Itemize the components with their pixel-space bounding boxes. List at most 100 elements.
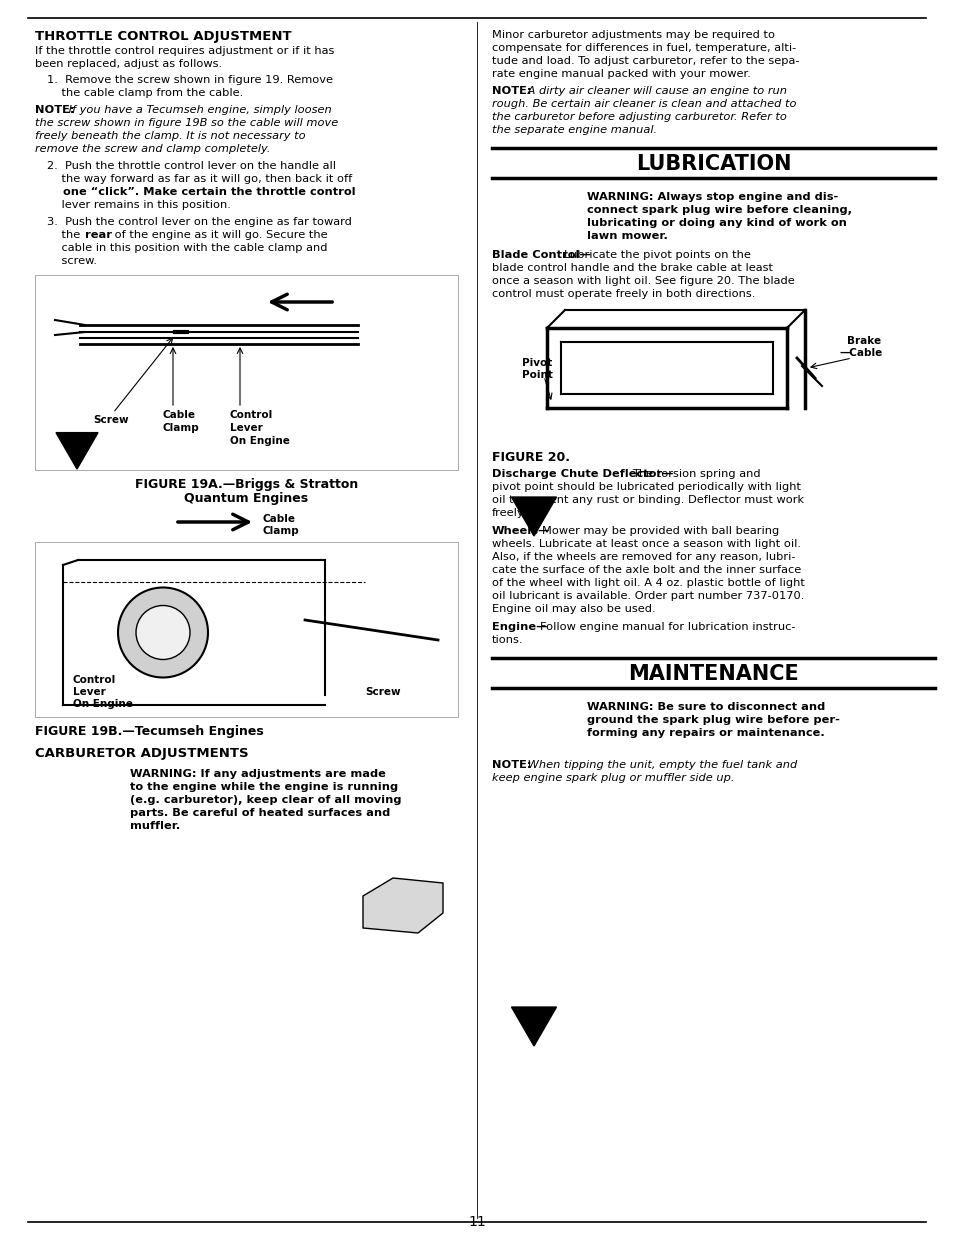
Text: On Engine: On Engine [230, 436, 290, 446]
Text: tude and load. To adjust carburetor, refer to the sepa-: tude and load. To adjust carburetor, ref… [492, 56, 799, 66]
Text: If the throttle control requires adjustment or if it has: If the throttle control requires adjustm… [35, 46, 334, 56]
Text: When tipping the unit, empty the fuel tank and: When tipping the unit, empty the fuel ta… [523, 760, 797, 770]
Text: the: the [47, 230, 84, 240]
Text: once a season with light oil. See figure 20. The blade: once a season with light oil. See figure… [492, 276, 794, 286]
Text: Follow engine manual for lubrication instruc-: Follow engine manual for lubrication ins… [539, 621, 795, 633]
Text: —Cable: —Cable [840, 348, 882, 358]
Text: freely beneath the clamp. It is not necessary to: freely beneath the clamp. It is not nece… [35, 131, 305, 141]
Text: cable in this position with the cable clamp and: cable in this position with the cable cl… [47, 243, 327, 253]
Circle shape [118, 588, 208, 677]
Text: tions.: tions. [492, 635, 523, 645]
Text: NOTE:: NOTE: [35, 105, 74, 115]
Text: the cable clamp from the cable.: the cable clamp from the cable. [47, 88, 243, 98]
Text: Clamp: Clamp [163, 423, 199, 433]
Text: of the wheel with light oil. A 4 oz. plastic bottle of light: of the wheel with light oil. A 4 oz. pla… [492, 578, 804, 588]
FancyBboxPatch shape [35, 275, 457, 470]
Text: Also, if the wheels are removed for any reason, lubri-: Also, if the wheels are removed for any … [492, 552, 795, 562]
Text: to the engine while the engine is running: to the engine while the engine is runnin… [130, 782, 397, 792]
Text: Cable: Cable [263, 514, 295, 524]
Text: The torsion spring and: The torsion spring and [631, 469, 760, 479]
Text: rough. Be certain air cleaner is clean and attached to: rough. Be certain air cleaner is clean a… [492, 99, 796, 109]
Text: lubricating or doing any kind of work on: lubricating or doing any kind of work on [586, 218, 846, 228]
Text: MAINTENANCE: MAINTENANCE [627, 664, 798, 685]
Text: Control: Control [230, 410, 273, 420]
Text: CARBURETOR ADJUSTMENTS: CARBURETOR ADJUSTMENTS [35, 747, 249, 760]
Text: !: ! [529, 196, 537, 215]
Text: Screw: Screw [365, 687, 400, 697]
Text: lawn mower.: lawn mower. [586, 232, 667, 241]
Text: rate engine manual packed with your mower.: rate engine manual packed with your mowe… [492, 69, 750, 79]
Text: Lubricate the pivot points on the: Lubricate the pivot points on the [563, 250, 750, 260]
Polygon shape [511, 496, 556, 536]
Text: Minor carburetor adjustments may be required to: Minor carburetor adjustments may be requ… [492, 30, 774, 40]
Circle shape [136, 605, 190, 660]
Text: WARNING: Always stop engine and dis-: WARNING: Always stop engine and dis- [586, 192, 838, 202]
Text: WARNING: If any adjustments are made: WARNING: If any adjustments are made [130, 769, 385, 779]
Text: cate the surface of the axle bolt and the inner surface: cate the surface of the axle bolt and th… [492, 565, 801, 574]
Text: Brake: Brake [846, 335, 881, 345]
Text: parts. Be careful of heated surfaces and: parts. Be careful of heated surfaces and [130, 808, 390, 818]
Text: Engine—: Engine— [492, 621, 547, 633]
Text: forming any repairs or maintenance.: forming any repairs or maintenance. [586, 728, 824, 738]
Text: Cable: Cable [163, 410, 195, 420]
Text: ground the spark plug wire before per-: ground the spark plug wire before per- [586, 716, 839, 725]
Text: muffler.: muffler. [130, 821, 180, 831]
Text: 11: 11 [468, 1214, 485, 1229]
Text: Screw: Screw [92, 415, 129, 425]
Text: FIGURE 20.: FIGURE 20. [492, 451, 569, 464]
Text: the separate engine manual.: the separate engine manual. [492, 125, 657, 135]
Text: rear: rear [85, 230, 112, 240]
Text: 2.  Push the throttle control lever on the handle all: 2. Push the throttle control lever on th… [47, 161, 335, 171]
FancyBboxPatch shape [35, 542, 457, 717]
Text: Discharge Chute Deflector—: Discharge Chute Deflector— [492, 469, 673, 479]
Text: the carburetor before adjusting carburetor. Refer to: the carburetor before adjusting carburet… [492, 111, 786, 123]
Text: the screw shown in figure 19B so the cable will move: the screw shown in figure 19B so the cab… [35, 118, 338, 128]
Text: one “click”. Make certain the throttle control: one “click”. Make certain the throttle c… [47, 187, 355, 197]
Text: Clamp: Clamp [263, 526, 299, 536]
Text: of the engine as it will go. Secure the: of the engine as it will go. Secure the [111, 230, 327, 240]
Text: Point: Point [521, 370, 553, 380]
Text: remove the screw and clamp completely.: remove the screw and clamp completely. [35, 144, 271, 154]
Polygon shape [56, 432, 98, 469]
Text: FIGURE 19B.—Tecumseh Engines: FIGURE 19B.—Tecumseh Engines [35, 725, 263, 738]
Text: lever remains in this position.: lever remains in this position. [47, 201, 231, 210]
Text: THROTTLE CONTROL ADJUSTMENT: THROTTLE CONTROL ADJUSTMENT [35, 30, 292, 43]
Text: freely.: freely. [492, 508, 526, 517]
Text: 3.  Push the control lever on the engine as far toward: 3. Push the control lever on the engine … [47, 217, 352, 227]
Text: Blade Control—: Blade Control— [492, 250, 590, 260]
Text: oil to prevent any rust or binding. Deflector must work: oil to prevent any rust or binding. Defl… [492, 495, 803, 505]
Text: compensate for differences in fuel, temperature, alti-: compensate for differences in fuel, temp… [492, 43, 796, 53]
Text: connect spark plug wire before cleaning,: connect spark plug wire before cleaning, [586, 206, 851, 215]
Text: Mower may be provided with ball bearing: Mower may be provided with ball bearing [541, 526, 779, 536]
Text: WARNING: Be sure to disconnect and: WARNING: Be sure to disconnect and [586, 702, 824, 712]
Polygon shape [363, 878, 442, 933]
Text: If you have a Tecumseh engine, simply loosen: If you have a Tecumseh engine, simply lo… [65, 105, 332, 115]
Text: Quantum Engines: Quantum Engines [184, 491, 308, 505]
Text: been replaced, adjust as follows.: been replaced, adjust as follows. [35, 59, 222, 69]
Text: the way forward as far as it will go, then back it off: the way forward as far as it will go, th… [47, 175, 352, 184]
Text: LUBRICATION: LUBRICATION [635, 154, 790, 175]
Text: Engine oil may also be used.: Engine oil may also be used. [492, 604, 655, 614]
Text: !: ! [72, 773, 81, 791]
Text: blade control handle and the brake cable at least: blade control handle and the brake cable… [492, 262, 772, 274]
Text: FIGURE 19A.—Briggs & Stratton: FIGURE 19A.—Briggs & Stratton [134, 478, 357, 491]
Text: NOTE:: NOTE: [492, 760, 531, 770]
Polygon shape [511, 1006, 556, 1046]
Text: NOTE:: NOTE: [492, 85, 531, 97]
Text: !: ! [529, 706, 537, 725]
Text: keep engine spark plug or muffler side up.: keep engine spark plug or muffler side u… [492, 773, 734, 782]
Text: Wheels—: Wheels— [492, 526, 550, 536]
Text: screw.: screw. [47, 256, 97, 266]
Text: Pivot: Pivot [521, 358, 552, 368]
Text: (e.g. carburetor), keep clear of all moving: (e.g. carburetor), keep clear of all mov… [130, 795, 401, 805]
Text: Lever: Lever [230, 423, 262, 433]
Text: oil lubricant is available. Order part number 737-0170.: oil lubricant is available. Order part n… [492, 591, 803, 600]
Text: On Engine: On Engine [73, 699, 132, 709]
Text: pivot point should be lubricated periodically with light: pivot point should be lubricated periodi… [492, 482, 801, 491]
Text: Control: Control [73, 675, 116, 685]
Text: control must operate freely in both directions.: control must operate freely in both dire… [492, 288, 755, 300]
Text: Lever: Lever [73, 687, 106, 697]
Text: 1.  Remove the screw shown in figure 19. Remove: 1. Remove the screw shown in figure 19. … [47, 76, 333, 85]
FancyBboxPatch shape [517, 308, 904, 446]
Text: A dirty air cleaner will cause an engine to run: A dirty air cleaner will cause an engine… [523, 85, 786, 97]
